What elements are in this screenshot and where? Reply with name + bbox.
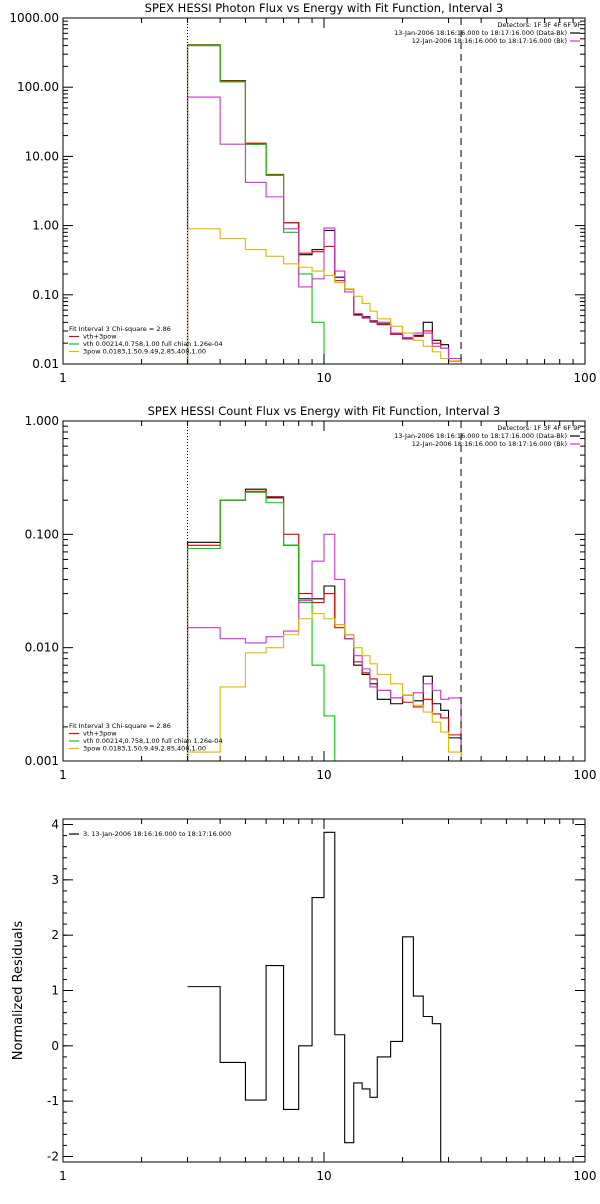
series-line-4 (186, 228, 462, 364)
x-tick-label: 1 (59, 371, 67, 385)
legend-left-entry: Fit Interval 3 Chi-square = 2.86 (69, 722, 171, 730)
legend-left-entry: vth+3pow (83, 730, 117, 738)
legend-right-entry: Detectors: 1F 3F 4F 6F 9F (497, 21, 581, 29)
y-tick-label: 0.10 (32, 288, 59, 302)
x-tick-label: 10 (316, 371, 331, 385)
legend-right-entry: 12-Jan-2006 18:16:16.000 to 18:17:16.000… (412, 440, 567, 448)
series-line-0 (187, 831, 449, 1162)
y-tick-label: 1 (51, 984, 59, 998)
legend-right-entry: 13-Jan-2006 18:16:16.000 to 18:17:16.000… (394, 29, 567, 37)
x-tick-label: 100 (574, 371, 597, 385)
y-tick-label: 0.01 (32, 357, 59, 371)
x-tick-label: 10 (316, 1169, 331, 1183)
series-line-1 (186, 490, 462, 761)
y-tick-label: 10.00 (25, 149, 59, 163)
series-line-2 (186, 491, 345, 761)
chart-title: SPEX HESSI Count Flux vs Energy with Fit… (148, 404, 501, 418)
y-axis-label: Normalized Residuals (11, 921, 26, 1061)
legend-left-entry: 3pow 0.0183,1.50,9.49,2.85,400,1.00 (83, 745, 206, 753)
y-tick-label: 0.010 (25, 641, 59, 655)
y-tick-label: 1.00 (32, 219, 59, 233)
x-tick-label: 100 (574, 1169, 597, 1183)
legend-right-entry: 12-Jan-2006 18:16:16.000 to 18:17:16.000… (412, 37, 567, 45)
legend-left-entry: vth 0.00214,0.758,1.00 full chian 1.26e-… (83, 737, 223, 745)
series-line-4 (186, 613, 462, 761)
y-tick-label: 2 (51, 928, 59, 942)
y-tick-label: 4 (51, 818, 59, 832)
series-line-3 (186, 96, 462, 364)
y-tick-label: -2 (47, 1149, 59, 1163)
series-line-1 (186, 44, 462, 364)
x-tick-label: 100 (574, 768, 597, 782)
legend-left-entry: 3pow 0.0183,1.50,9.49,2.85,400,1.00 (83, 348, 206, 356)
chart-title: SPEX HESSI Photon Flux vs Energy with Fi… (145, 1, 504, 15)
legend-left-entry: vth 0.00214,0.758,1.00 full chian 1.26e-… (83, 340, 223, 348)
y-tick-label: 0.100 (25, 527, 59, 541)
legend-left-entry: vth+3pow (83, 333, 117, 341)
x-tick-label: 10 (316, 768, 331, 782)
series-line-0 (186, 44, 462, 364)
y-tick-label: -1 (47, 1094, 59, 1108)
y-tick-label: 100.00 (17, 80, 59, 94)
plot-frame (62, 17, 586, 365)
y-tick-label: 0 (51, 1039, 59, 1053)
legend-left-entry: Fit Interval 3 Chi-square = 2.86 (69, 325, 171, 333)
y-tick-label: 1.000 (25, 414, 59, 428)
y-tick-label: 1000.00 (9, 11, 59, 25)
legend-left-entry: 3, 13-Jan-2006 18:16:16.000 to 18:17:16.… (83, 830, 231, 838)
series-line-0 (186, 488, 462, 761)
series-line-3 (186, 533, 462, 761)
series-line-2 (186, 44, 335, 364)
x-tick-label: 1 (59, 1169, 67, 1183)
y-tick-label: 0.001 (25, 754, 59, 768)
x-tick-label: 1 (59, 768, 67, 782)
legend-right-entry: Detectors: 1F 3F 4F 6F 9F (497, 424, 581, 432)
legend-right-entry: 13-Jan-2006 18:16:16.000 to 18:17:16.000… (394, 432, 567, 440)
y-tick-label: 3 (51, 873, 59, 887)
